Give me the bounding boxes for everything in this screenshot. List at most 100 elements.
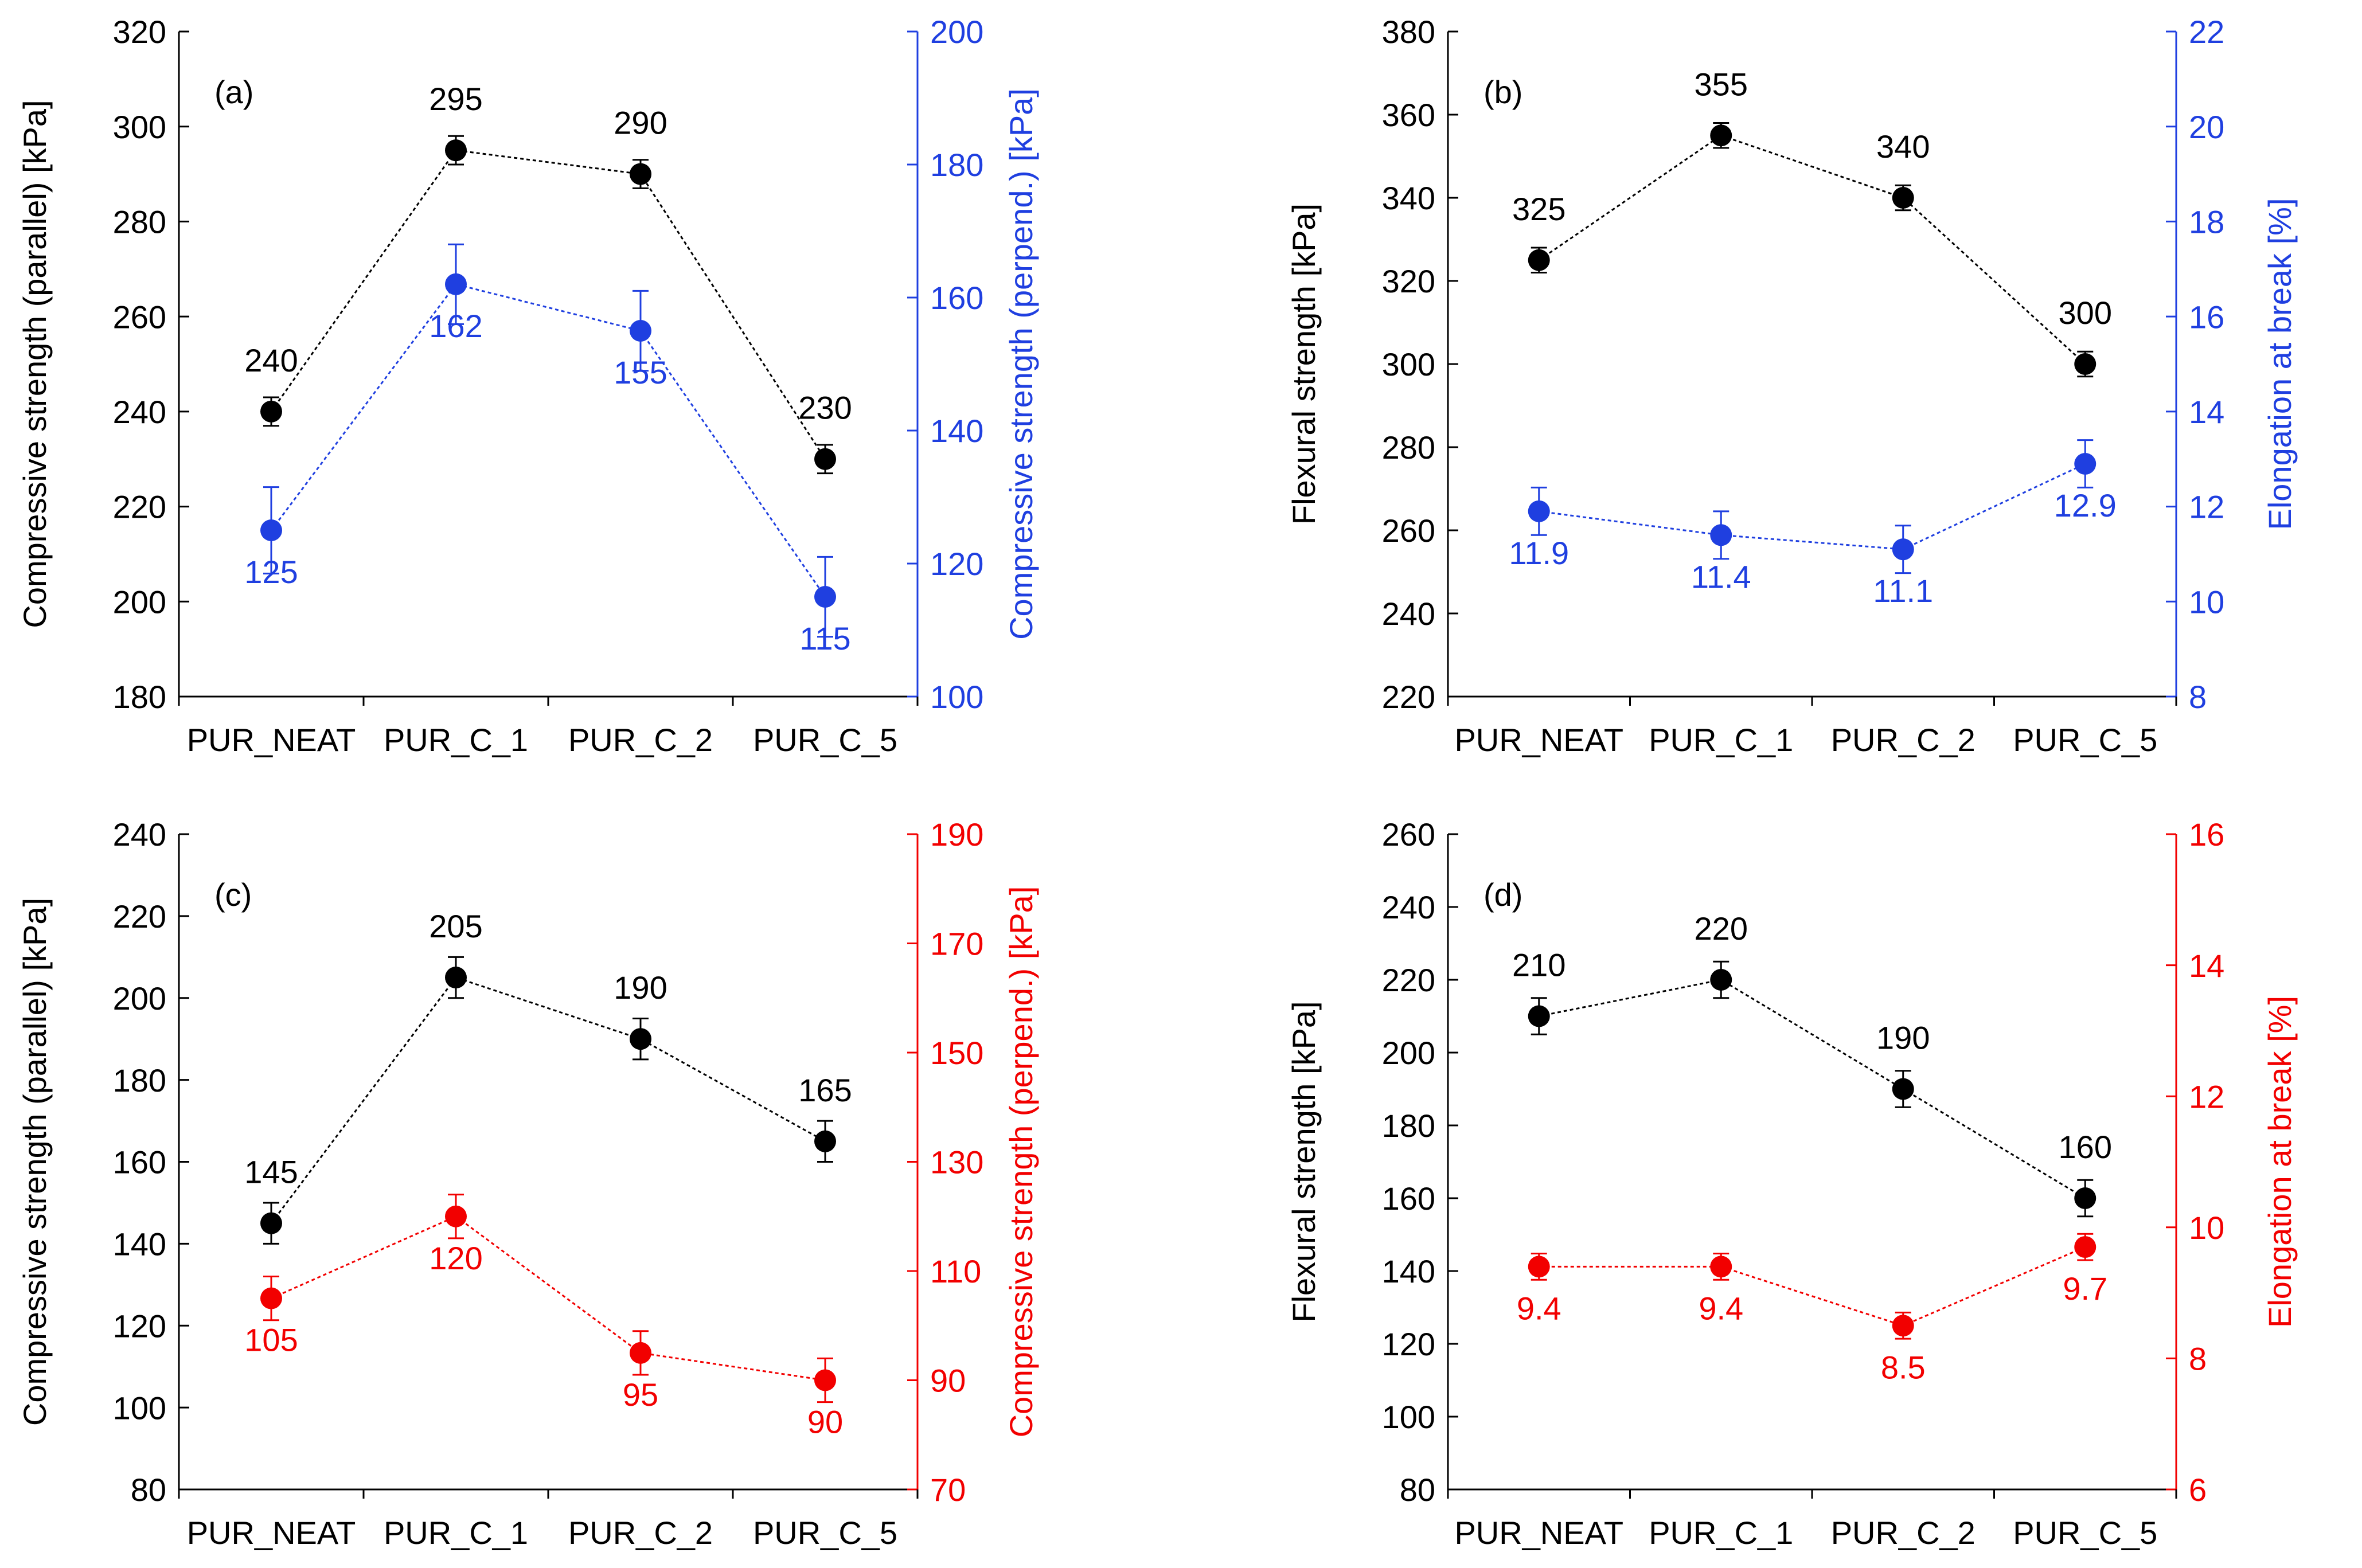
data-label-perpendicular: 125 bbox=[244, 554, 298, 590]
left-tick-label: 280 bbox=[1382, 429, 1435, 466]
panel-label: (c) bbox=[214, 877, 252, 913]
data-label-elongation: 8.5 bbox=[1881, 1349, 1926, 1385]
x-tick-label: PUR_C_2 bbox=[1831, 1515, 1976, 1551]
left-tick-label: 240 bbox=[1382, 596, 1435, 632]
data-label-parallel: 145 bbox=[244, 1154, 298, 1190]
data-label-perpendicular: 90 bbox=[807, 1404, 843, 1440]
data-point-perpendicular bbox=[814, 1369, 836, 1391]
left-tick-label: 140 bbox=[1382, 1253, 1435, 1289]
data-point-elongation bbox=[1528, 1256, 1550, 1278]
left-tick-label: 240 bbox=[113, 394, 166, 430]
data-label-parallel: 205 bbox=[429, 908, 482, 944]
right-tick-label: 16 bbox=[2189, 299, 2224, 335]
data-label-elongation: 9.4 bbox=[1517, 1290, 1561, 1326]
right-axis-title: Compressive strength (perpend.) [kPa] bbox=[1003, 886, 1039, 1438]
right-tick-label: 12 bbox=[2189, 489, 2224, 525]
left-tick-label: 320 bbox=[113, 14, 166, 50]
x-tick-label: PUR_NEAT bbox=[1454, 722, 1623, 758]
left-axis-title: Compressive strength (parallel) [kPa] bbox=[17, 100, 53, 628]
left-tick-label: 180 bbox=[1382, 1108, 1435, 1144]
series-line-flexural bbox=[1538, 134, 2086, 365]
data-label-flexural: 210 bbox=[1512, 947, 1565, 983]
data-point-parallel bbox=[445, 967, 467, 989]
data-label-flexural: 160 bbox=[2059, 1129, 2112, 1165]
data-label-parallel: 190 bbox=[614, 969, 667, 1006]
x-tick-label: PUR_C_5 bbox=[753, 1515, 897, 1551]
data-point-perpendicular bbox=[630, 320, 651, 342]
left-tick-label: 240 bbox=[113, 816, 166, 853]
data-point-perpendicular bbox=[260, 1287, 282, 1309]
data-label-flexural: 220 bbox=[1695, 910, 1748, 947]
data-point-perpendicular bbox=[445, 273, 467, 295]
left-tick-label: 300 bbox=[113, 109, 166, 145]
left-tick-label: 80 bbox=[1400, 1472, 1435, 1508]
right-tick-label: 22 bbox=[2189, 14, 2224, 50]
left-tick-label: 140 bbox=[113, 1226, 166, 1262]
x-tick-label: PUR_C_2 bbox=[568, 722, 713, 758]
data-point-flexural bbox=[1528, 1005, 1550, 1027]
series-line-parallel bbox=[270, 976, 826, 1224]
left-tick-label: 160 bbox=[1382, 1180, 1435, 1217]
left-tick-label: 180 bbox=[113, 1062, 166, 1098]
right-tick-label: 90 bbox=[930, 1363, 966, 1399]
right-tick-label: 8 bbox=[2189, 679, 2207, 715]
chart-panel-d: 80 100 120 140 160 180 200 220 240 260 6 8 10 12 14 16 P… bbox=[1286, 816, 2298, 1551]
data-point-parallel bbox=[260, 1212, 282, 1234]
right-tick-label: 10 bbox=[2189, 1210, 2224, 1246]
data-point-flexural bbox=[1528, 249, 1550, 271]
right-tick-label: 70 bbox=[930, 1472, 966, 1508]
x-tick-label: PUR_C_1 bbox=[384, 1515, 528, 1551]
data-label-flexural: 355 bbox=[1695, 66, 1748, 102]
left-tick-label: 240 bbox=[1382, 889, 1435, 925]
left-tick-label: 120 bbox=[113, 1308, 166, 1344]
left-axis-title: Compressive strength (parallel) [kPa] bbox=[17, 898, 53, 1426]
x-tick-label: PUR_C_2 bbox=[568, 1515, 713, 1551]
right-tick-label: 20 bbox=[2189, 109, 2224, 145]
right-tick-label: 170 bbox=[930, 926, 983, 962]
right-tick-label: 150 bbox=[930, 1035, 983, 1071]
left-tick-label: 280 bbox=[113, 204, 166, 240]
data-label-elongation: 11.1 bbox=[1873, 573, 1933, 609]
data-label-flexural: 340 bbox=[1876, 128, 1930, 165]
x-tick-label: PUR_C_1 bbox=[1649, 722, 1793, 758]
data-point-parallel bbox=[260, 400, 282, 423]
data-point-parallel bbox=[630, 1028, 651, 1050]
right-tick-label: 10 bbox=[2189, 584, 2224, 620]
series-line-flexural bbox=[1539, 979, 2086, 1199]
right-tick-label: 140 bbox=[930, 413, 983, 449]
x-tick-label: PUR_C_2 bbox=[1831, 722, 1976, 758]
data-point-elongation bbox=[1892, 538, 1914, 561]
data-point-parallel bbox=[630, 163, 651, 185]
panel-label: (a) bbox=[214, 74, 253, 110]
data-point-perpendicular bbox=[814, 586, 836, 608]
data-label-perpendicular: 115 bbox=[799, 620, 850, 656]
left-tick-label: 220 bbox=[113, 489, 166, 525]
left-tick-label: 260 bbox=[1382, 513, 1435, 549]
data-point-perpendicular bbox=[260, 519, 282, 541]
left-tick-label: 340 bbox=[1382, 180, 1435, 216]
right-tick-label: 110 bbox=[930, 1253, 981, 1289]
data-label-perpendicular: 95 bbox=[623, 1377, 658, 1413]
chart-panel-a: 180 200 220 240 260 280 300 320 100 120 140 160 180 2… bbox=[17, 14, 1039, 758]
data-label-perpendicular: 105 bbox=[244, 1322, 298, 1358]
data-label-parallel: 295 bbox=[429, 81, 482, 117]
data-label-perpendicular: 155 bbox=[614, 354, 667, 390]
left-tick-label: 80 bbox=[131, 1472, 166, 1508]
x-tick-label: PUR_NEAT bbox=[1454, 1515, 1623, 1551]
left-tick-label: 300 bbox=[1382, 346, 1435, 382]
data-label-flexural: 190 bbox=[1876, 1020, 1930, 1056]
right-tick-label: 120 bbox=[930, 546, 983, 582]
right-tick-label: 190 bbox=[930, 816, 983, 853]
right-tick-label: 16 bbox=[2189, 816, 2224, 853]
data-point-flexural bbox=[2074, 353, 2096, 375]
data-point-flexural bbox=[1710, 124, 1732, 147]
data-point-flexural bbox=[1710, 969, 1732, 991]
data-point-elongation bbox=[1528, 500, 1550, 522]
right-tick-label: 100 bbox=[930, 679, 983, 715]
data-point-elongation bbox=[1710, 524, 1732, 546]
left-tick-label: 260 bbox=[113, 299, 166, 335]
right-tick-label: 14 bbox=[2189, 948, 2224, 984]
right-axis-title: Compressive strength (perpend.) [kPa] bbox=[1003, 88, 1039, 640]
right-tick-label: 14 bbox=[2189, 394, 2224, 430]
left-tick-label: 100 bbox=[1382, 1399, 1435, 1435]
